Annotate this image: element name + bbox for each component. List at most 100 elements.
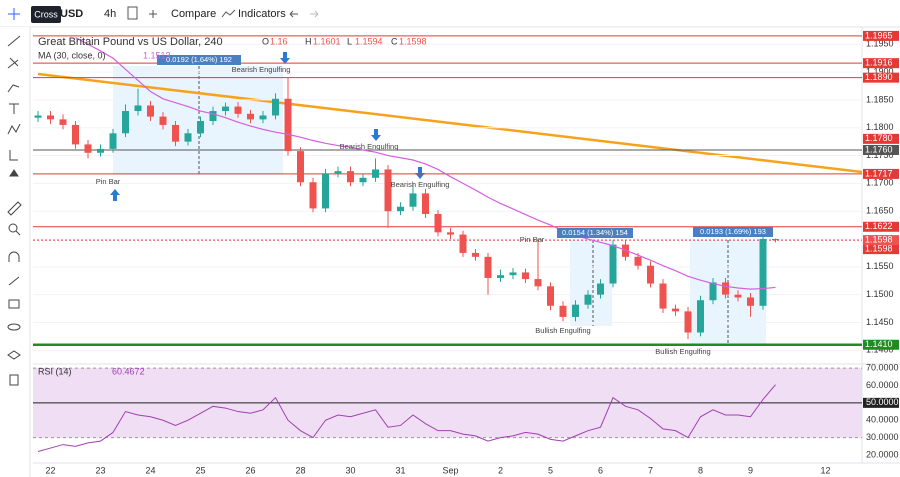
x-tick-label: 26	[245, 465, 255, 475]
candle-body	[172, 124, 179, 142]
measure-label: 0.0154 (1.34%) 154	[562, 228, 628, 237]
candle-body	[722, 282, 729, 295]
candle-body	[197, 121, 204, 134]
candle-body	[734, 294, 742, 298]
candle-body	[422, 193, 429, 214]
interval[interactable]: 4h	[104, 8, 116, 20]
top-toolbar	[0, 0, 900, 27]
candle-body	[522, 272, 529, 280]
pattern-annotation: Pin Bar	[520, 235, 545, 244]
measure-area	[113, 66, 283, 175]
pattern-annotation: Bearish Engulfing	[391, 180, 450, 189]
candle-body	[47, 115, 54, 120]
candle-body	[384, 169, 392, 212]
candle-body	[147, 105, 154, 117]
x-tick-label: 24	[145, 465, 155, 475]
candle-body	[347, 171, 354, 183]
candle-body	[284, 98, 292, 152]
indicators[interactable]: Indicators	[238, 8, 286, 20]
measure-label: 0.0192 (1.64%) 192	[166, 55, 232, 64]
legend-key: C	[391, 36, 398, 46]
ma-name: MA (30, close, 0)	[38, 50, 106, 60]
candle-body	[647, 265, 654, 284]
candle-body	[272, 98, 279, 116]
x-tick-label: 28	[295, 465, 305, 475]
candle-body	[84, 144, 92, 153]
candle-body	[509, 272, 517, 276]
y-tick-label: 60.0000	[866, 380, 899, 390]
y-tick-label: 1.1500	[866, 289, 894, 299]
candle-icon[interactable]	[127, 6, 138, 20]
candle-body	[222, 106, 229, 112]
candle-body	[709, 282, 717, 301]
candle-body	[434, 213, 442, 233]
redo[interactable]	[310, 10, 319, 18]
level-label-box	[863, 58, 899, 69]
legend-value: 1.1601	[313, 36, 341, 46]
level-label-box	[863, 144, 899, 155]
x-tick-label: 2	[498, 465, 503, 475]
candle-body	[322, 173, 329, 209]
candle-body	[72, 124, 79, 145]
x-tick-label: 31	[395, 465, 405, 475]
cross-tool[interactable]	[8, 8, 20, 20]
candle-body	[472, 252, 479, 257]
price-label-box	[863, 235, 899, 246]
rsi-line	[37, 384, 776, 453]
pattern-annotation: Bearish Engulfing	[340, 142, 399, 151]
legend-key: O	[262, 36, 269, 46]
level-label: 1.1598	[865, 244, 893, 254]
compare[interactable]: Compare	[171, 8, 216, 20]
y-tick-label: 1.1850	[866, 94, 894, 104]
candle-body	[747, 297, 754, 306]
level-label: 1.1717	[865, 168, 893, 178]
tooltip-text: Cross	[34, 9, 58, 19]
pattern-annotation: Bearish Engulfing	[232, 65, 291, 74]
candle-body	[184, 133, 192, 142]
y-tick-label: 1.1550	[866, 261, 894, 271]
candle-body	[159, 116, 167, 125]
level-label-box	[863, 244, 899, 255]
main-pane: Pin Bar Bearish Engulfing Bearish Engulfin…	[33, 35, 862, 356]
undo[interactable]	[289, 10, 298, 18]
level-label-box	[863, 30, 899, 41]
level-label: 1.1890	[865, 72, 893, 82]
measure-label: 0.0193 (1.69%) 193	[700, 227, 766, 236]
candle-body	[684, 311, 692, 333]
candle-body	[209, 111, 217, 122]
candle-body	[697, 300, 704, 333]
y-tick-label: 30.0000	[866, 432, 899, 442]
tool-icons[interactable]	[7, 35, 22, 386]
candle-body	[359, 177, 367, 183]
candle-body	[409, 193, 417, 207]
legend-value: 1.16	[270, 36, 288, 46]
candle-body	[122, 111, 129, 134]
x-tick-label: 22	[45, 465, 55, 475]
x-tick-label: 8	[698, 465, 703, 475]
candle-body	[759, 239, 767, 306]
candle-body	[297, 151, 304, 183]
candle-body	[672, 308, 679, 312]
candle-body	[459, 234, 467, 253]
level-label-box	[863, 339, 899, 350]
overlay: 1.19501.19001.18501.18001.17501.17001.16…	[45, 30, 899, 475]
symbol[interactable]: USD	[60, 8, 83, 20]
candle-body	[609, 244, 617, 284]
price-label: 1.1598	[865, 235, 893, 245]
pattern-annotation: Bullish Engulfing	[655, 347, 710, 356]
candle-body	[59, 119, 67, 125]
x-tick-label: Sep	[442, 465, 458, 475]
candle-body	[97, 148, 104, 153]
level-label-box	[863, 168, 899, 179]
ma-line	[75, 37, 776, 290]
candle-body	[234, 106, 242, 114]
candle-body	[572, 304, 579, 317]
y-tick-label: 1.1900	[866, 66, 894, 76]
candle-body	[584, 294, 592, 305]
x-tick-label: 30	[345, 465, 355, 475]
x-tick-label: 23	[95, 465, 105, 475]
y-tick-label: 50.0000	[866, 397, 899, 407]
arrows	[110, 52, 425, 201]
x-tick-label: 5	[548, 465, 553, 475]
rsi-name: RSI (14)	[38, 366, 72, 376]
